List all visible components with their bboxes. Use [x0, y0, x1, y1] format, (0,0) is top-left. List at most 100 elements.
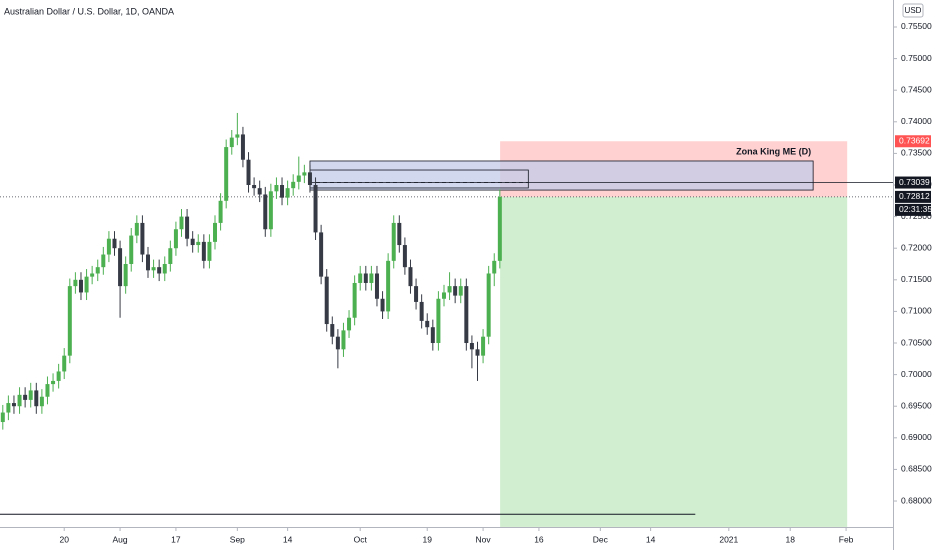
candle-body: [341, 330, 346, 350]
candle-body: [436, 298, 441, 344]
x-tick-label: 14: [283, 534, 293, 544]
current-price-label: 0.72812: [899, 191, 930, 201]
candle-body: [67, 286, 72, 356]
candle-body: [402, 245, 407, 268]
zone-label: Zona King ME (D): [736, 146, 811, 156]
candle-body: [296, 175, 301, 182]
candle-body: [458, 286, 463, 296]
x-tick-label: Nov: [476, 534, 492, 544]
candle-body: [363, 273, 368, 283]
candle-body: [106, 238, 111, 255]
candle-body: [157, 267, 162, 274]
x-tick-label: 20: [59, 534, 69, 544]
candle-body: [397, 222, 402, 246]
candle-body: [0, 412, 5, 423]
x-tick-label: Dec: [593, 534, 609, 544]
candle-body: [118, 248, 123, 287]
currency: USD: [905, 6, 922, 15]
candle-body: [78, 279, 83, 293]
candle-body: [56, 371, 61, 381]
candle-body: [62, 355, 67, 372]
candle-body: [319, 232, 324, 277]
chart-title: Australian Dollar / U.S. Dollar, 1D, OAN…: [4, 6, 174, 16]
target-zone: [500, 196, 848, 527]
candle-body: [235, 134, 240, 138]
currency-box[interactable]: [902, 3, 924, 18]
current-price-badge: [895, 190, 931, 203]
candle-body: [313, 184, 318, 233]
x-tick-label: 17: [171, 534, 181, 544]
candle-body: [280, 184, 285, 198]
candle-body: [335, 336, 340, 350]
candle-body: [28, 390, 33, 400]
candle-body: [123, 264, 128, 287]
y-tick-label: 0.70000: [901, 369, 932, 379]
candle-body: [469, 343, 474, 350]
x-tick-label: 2021: [719, 534, 738, 544]
candle-body: [185, 216, 190, 239]
candle-body: [112, 238, 117, 249]
stop-price-badge: [895, 135, 931, 148]
candle-body: [352, 282, 357, 318]
candle-body: [39, 396, 44, 407]
candle-body: [240, 134, 245, 160]
candle-body: [162, 264, 167, 274]
candle-body: [145, 254, 150, 271]
candle-body: [386, 260, 391, 312]
candle-body: [140, 222, 145, 255]
stop-price-label: 0.73692: [899, 136, 930, 146]
candle-body: [374, 273, 379, 299]
candle-body: [101, 254, 106, 268]
level-price-badge: [895, 176, 931, 189]
candle-body: [486, 273, 491, 337]
candle-body: [419, 301, 424, 321]
x-tick-label: 14: [646, 534, 656, 544]
candle-body: [201, 241, 206, 261]
x-tick-label: Aug: [113, 534, 128, 544]
candle-body: [90, 273, 95, 277]
y-tick-label: 0.75500: [901, 21, 932, 31]
candle-body: [291, 181, 296, 189]
candle-body: [224, 147, 229, 201]
candle-body: [302, 172, 307, 176]
candle-body: [11, 403, 16, 407]
candle-body: [252, 184, 257, 189]
candle-body: [475, 349, 480, 356]
candle-body: [285, 188, 290, 198]
candle-body: [257, 188, 262, 195]
candle-body: [492, 260, 497, 274]
candle-body: [453, 286, 458, 296]
x-tick-label: Oct: [354, 534, 368, 544]
countdown-badge: [895, 203, 931, 216]
candle-body: [168, 248, 173, 265]
candle-body: [274, 184, 279, 192]
candle-body: [17, 394, 22, 407]
candle-body: [129, 235, 134, 265]
y-tick-label: 0.75000: [901, 53, 932, 63]
candle-body: [358, 273, 363, 283]
candle-body: [263, 194, 268, 230]
plot-area: Zona King ME (D): [0, 112, 893, 527]
y-tick-label: 0.74500: [901, 84, 932, 94]
countdown: 02:31:35: [899, 204, 932, 214]
y-tick-label: 0.73500: [901, 148, 932, 158]
candle-body: [151, 267, 156, 271]
candle-body: [430, 327, 435, 344]
y-tick-label: 0.69500: [901, 400, 932, 410]
candle-body: [441, 292, 446, 299]
y-tick-label: 0.71500: [901, 274, 932, 284]
candle-body: [414, 286, 419, 302]
x-tick-label: 19: [422, 534, 432, 544]
x-tick-label: 16: [534, 534, 544, 544]
candle-body: [179, 216, 184, 230]
candle-body: [408, 267, 413, 287]
candle-body: [134, 222, 139, 236]
x-tick-label: Sep: [230, 534, 245, 544]
candle-body: [34, 390, 39, 407]
y-tick-label: 0.72000: [901, 242, 932, 252]
candle-body: [95, 267, 100, 274]
y-tick-label: 0.71000: [901, 306, 932, 316]
candle-body: [207, 241, 212, 261]
candle-body: [84, 276, 89, 293]
